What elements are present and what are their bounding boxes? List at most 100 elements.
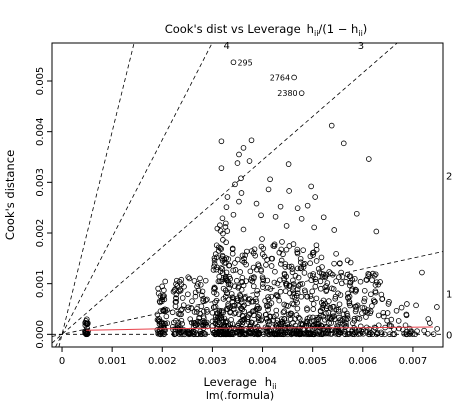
data-point	[320, 214, 327, 221]
smooth-line-group	[86, 326, 434, 331]
data-point	[238, 296, 244, 303]
data-point	[185, 304, 192, 311]
point-label-2380: 2380	[277, 89, 297, 98]
data-point	[320, 271, 327, 278]
data-point	[323, 287, 330, 293]
data-point	[232, 267, 239, 273]
data-point	[211, 261, 218, 267]
data-point	[279, 321, 286, 327]
data-point	[283, 223, 290, 229]
data-point	[213, 297, 220, 304]
data-point	[340, 140, 347, 147]
data-point	[262, 311, 269, 318]
data-point	[313, 295, 320, 302]
data-point	[252, 329, 259, 335]
data-point	[346, 331, 352, 337]
x-tick-label: 0.006	[348, 356, 377, 367]
data-point	[240, 303, 246, 310]
data-point	[291, 74, 297, 81]
data-point	[264, 303, 271, 310]
data-point	[388, 323, 395, 329]
data-point	[293, 297, 299, 303]
data-point	[221, 315, 228, 322]
data-point	[239, 279, 246, 285]
data-point	[258, 317, 264, 324]
data-point	[386, 331, 393, 337]
data-point	[277, 203, 284, 210]
data-point	[256, 330, 262, 336]
data-point	[331, 316, 338, 322]
data-point	[263, 302, 270, 309]
data-point	[160, 293, 167, 299]
data-point	[192, 289, 199, 296]
data-point	[220, 319, 227, 325]
data-point	[194, 309, 200, 315]
data-point	[333, 251, 339, 257]
data-point	[321, 316, 328, 323]
data-point	[251, 246, 258, 253]
data-point	[226, 285, 232, 291]
data-point	[185, 274, 192, 280]
data-point	[304, 293, 311, 300]
data-point	[197, 281, 204, 288]
data-point	[203, 297, 209, 304]
data-point	[345, 295, 351, 302]
data-point	[419, 269, 425, 276]
data-point	[250, 283, 257, 290]
x-tick-label: 0.007	[399, 356, 428, 367]
data-point	[281, 308, 288, 315]
reference-lines	[51, 42, 444, 348]
data-point	[176, 331, 183, 337]
data-point	[367, 308, 374, 315]
reference-line-label-0: 0	[446, 330, 452, 341]
data-point	[347, 282, 353, 289]
data-point	[286, 243, 293, 249]
data-point	[409, 331, 416, 337]
data-point	[242, 252, 249, 258]
data-point	[374, 330, 381, 337]
reference-line-labels: 2 1 0 4 3	[223, 41, 452, 341]
data-point	[324, 315, 331, 322]
data-point	[278, 257, 285, 264]
data-point	[225, 331, 231, 338]
data-point	[173, 291, 180, 298]
data-point	[312, 194, 318, 200]
data-point	[306, 329, 312, 336]
data-point	[253, 200, 260, 207]
data-point	[372, 288, 379, 295]
data-point	[264, 256, 270, 263]
y-tick-label: 0.004	[35, 117, 46, 146]
data-point	[191, 278, 198, 284]
data-point	[260, 245, 267, 252]
data-point	[188, 305, 195, 311]
data-point	[265, 186, 272, 193]
data-point	[223, 239, 229, 246]
data-point	[289, 269, 296, 276]
data-point	[288, 263, 295, 270]
data-point	[287, 329, 293, 336]
data-point	[227, 331, 234, 338]
data-point	[344, 313, 351, 319]
data-point	[351, 275, 358, 282]
data-point	[271, 243, 278, 249]
data-point	[294, 286, 301, 293]
data-point	[157, 331, 164, 338]
data-point	[210, 267, 217, 273]
y-axis-label: Cook's distance	[3, 150, 17, 240]
data-point	[337, 260, 343, 266]
data-point	[290, 301, 297, 308]
data-point	[214, 225, 221, 232]
data-point	[192, 322, 198, 329]
data-point	[307, 293, 314, 300]
data-point	[298, 90, 305, 96]
data-point	[225, 281, 232, 288]
data-point	[223, 269, 230, 276]
data-point	[200, 330, 207, 336]
data-point	[192, 293, 199, 300]
data-point	[219, 215, 226, 222]
data-point	[310, 249, 317, 256]
y-axis: 0.000 0.001 0.002 0.003 0.004 0.005	[35, 67, 52, 349]
data-point	[300, 264, 307, 270]
data-point	[330, 286, 337, 292]
data-point	[412, 331, 418, 338]
